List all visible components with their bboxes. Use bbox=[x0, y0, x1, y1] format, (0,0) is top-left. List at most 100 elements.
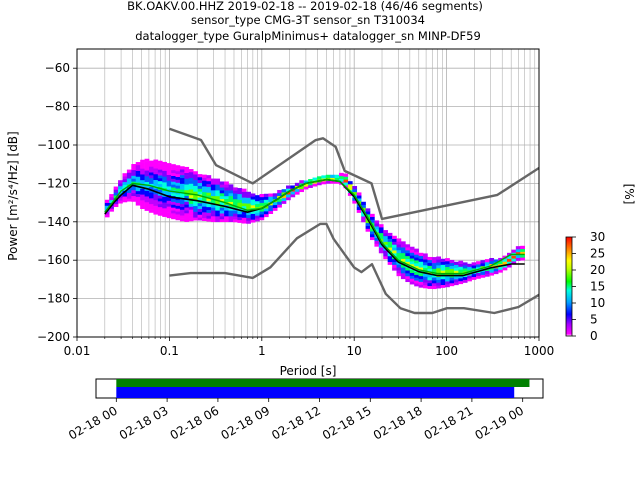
y-axis-ticks: −200 −180 −160 −140 −120 −100 −80 −60 bbox=[37, 61, 77, 344]
psd-heat-cell bbox=[259, 199, 265, 203]
psd-heat-cell bbox=[436, 270, 442, 275]
psd-heat-cell bbox=[263, 202, 269, 206]
psd-heat-cell bbox=[149, 203, 154, 208]
psd-heat-cell bbox=[431, 262, 437, 267]
psd-heat-cell bbox=[144, 190, 150, 194]
psd-heat-cell bbox=[246, 217, 251, 221]
psd-heat-cell bbox=[210, 204, 216, 208]
psd-heat-cell bbox=[392, 253, 397, 257]
psd-plot-area: 0.01 0.1 1 10 100 1000 −200 −180 −160 −140 −120 −1… bbox=[37, 48, 554, 358]
psd-heat-cell bbox=[440, 264, 446, 268]
psd-heat-cell bbox=[303, 180, 309, 184]
psd-heat-cell bbox=[272, 207, 278, 211]
psd-heat-cell bbox=[140, 205, 145, 210]
psd-heat-cell bbox=[255, 200, 260, 205]
psd-heat-cell bbox=[206, 189, 212, 193]
psd-heat-cell bbox=[462, 276, 468, 280]
psd-heat-cell bbox=[175, 168, 181, 172]
psd-heat-cell bbox=[162, 205, 167, 209]
psd-heat-cell bbox=[299, 180, 305, 184]
psd-heat-cell bbox=[126, 175, 132, 179]
psd-heat-cell bbox=[286, 194, 291, 198]
psd-heat-cell bbox=[206, 203, 212, 208]
psd-heat-cell bbox=[184, 213, 190, 217]
psd-heat-cell bbox=[197, 217, 203, 221]
psd-heat-cell bbox=[241, 194, 247, 198]
psd-heat-cell bbox=[290, 185, 296, 189]
psd-heat-cell bbox=[171, 201, 176, 205]
psd-heat-cell bbox=[179, 197, 185, 202]
psd-heat-cell bbox=[423, 273, 428, 277]
psd-heat-cell bbox=[126, 195, 132, 199]
psd-heat-cell bbox=[237, 213, 243, 218]
psd-heat-cell bbox=[427, 262, 433, 266]
psd-heat-cell bbox=[153, 176, 159, 181]
psd-heat-cell bbox=[122, 178, 128, 183]
psd-heat-cell bbox=[193, 214, 198, 218]
psd-heat-cell bbox=[228, 198, 234, 202]
psd-heat-cell bbox=[144, 181, 150, 185]
psd-heat-cell bbox=[202, 217, 207, 222]
psd-heat-cell bbox=[179, 195, 185, 199]
psd-heat-cell bbox=[263, 199, 269, 203]
psd-heat-cell bbox=[268, 193, 274, 197]
psd-heat-cell bbox=[356, 198, 362, 202]
psd-heat-cell bbox=[175, 208, 181, 212]
psd-heat-cell bbox=[445, 284, 450, 288]
x-tick-label: 10 bbox=[347, 344, 362, 358]
psd-heat-cell bbox=[255, 198, 260, 202]
psd-heat-cell bbox=[423, 282, 428, 286]
psd-heat-cell bbox=[502, 261, 508, 265]
psd-heat-cell bbox=[215, 187, 221, 191]
timeline-tick-label: 02-18 00 bbox=[66, 403, 120, 442]
psd-heat-cell bbox=[149, 198, 154, 202]
psd-heat-cell bbox=[184, 189, 190, 194]
psd-heat-cell bbox=[400, 275, 406, 280]
psd-heat-cell bbox=[365, 214, 371, 218]
psd-heat-cell bbox=[263, 196, 269, 200]
psd-heat-cell bbox=[144, 199, 150, 203]
psd-heat-cell bbox=[423, 256, 428, 260]
psd-heat-cell bbox=[400, 270, 406, 274]
psd-heat-cell bbox=[392, 247, 397, 251]
psd-heat-cell bbox=[255, 212, 260, 216]
psd-heat-cell bbox=[109, 208, 114, 212]
y-tick-label: −180 bbox=[37, 292, 70, 306]
psd-heat-cell bbox=[157, 195, 163, 199]
psd-heat-cell bbox=[104, 214, 110, 218]
psd-heat-cell bbox=[228, 216, 234, 220]
psd-heat-cell bbox=[131, 195, 137, 199]
psd-heat-cell bbox=[409, 275, 415, 279]
psd-heat-cell bbox=[255, 203, 260, 207]
psd-heat-cell bbox=[153, 171, 159, 175]
psd-heat-cell bbox=[400, 252, 406, 257]
psd-heat-cell bbox=[171, 204, 176, 208]
psd-heat-cell bbox=[122, 181, 128, 186]
psd-heat-cell bbox=[126, 189, 132, 193]
psd-heat-cell bbox=[369, 213, 375, 218]
psd-heat-cell bbox=[423, 285, 428, 289]
psd-heat-cell bbox=[237, 190, 243, 195]
psd-heat-cell bbox=[162, 202, 167, 206]
psd-heat-cell bbox=[418, 281, 424, 285]
psd-heat-cell bbox=[188, 183, 194, 187]
psd-heat-cell bbox=[171, 207, 176, 211]
psd-heat-cell bbox=[400, 249, 406, 254]
psd-heat-cell bbox=[184, 192, 190, 197]
psd-heat-cell bbox=[250, 199, 256, 203]
psd-heat-cell bbox=[126, 178, 132, 182]
psd-heat-cell bbox=[210, 215, 216, 220]
psd-heat-cell bbox=[144, 184, 150, 188]
psd-heat-cell bbox=[378, 224, 384, 228]
psd-heat-cell bbox=[361, 216, 366, 220]
psd-heat-cell bbox=[520, 251, 525, 255]
psd-heat-cell bbox=[436, 276, 442, 280]
psd-heat-cell bbox=[299, 185, 305, 190]
psd-heat-cell bbox=[347, 192, 353, 196]
psd-heat-cell bbox=[325, 180, 331, 184]
psd-heat-cell bbox=[453, 264, 459, 268]
psd-heat-cell bbox=[184, 195, 190, 199]
psd-heat-cell bbox=[241, 188, 247, 192]
psd-heat-cell bbox=[321, 181, 327, 185]
psd-heat-cell bbox=[383, 250, 388, 254]
